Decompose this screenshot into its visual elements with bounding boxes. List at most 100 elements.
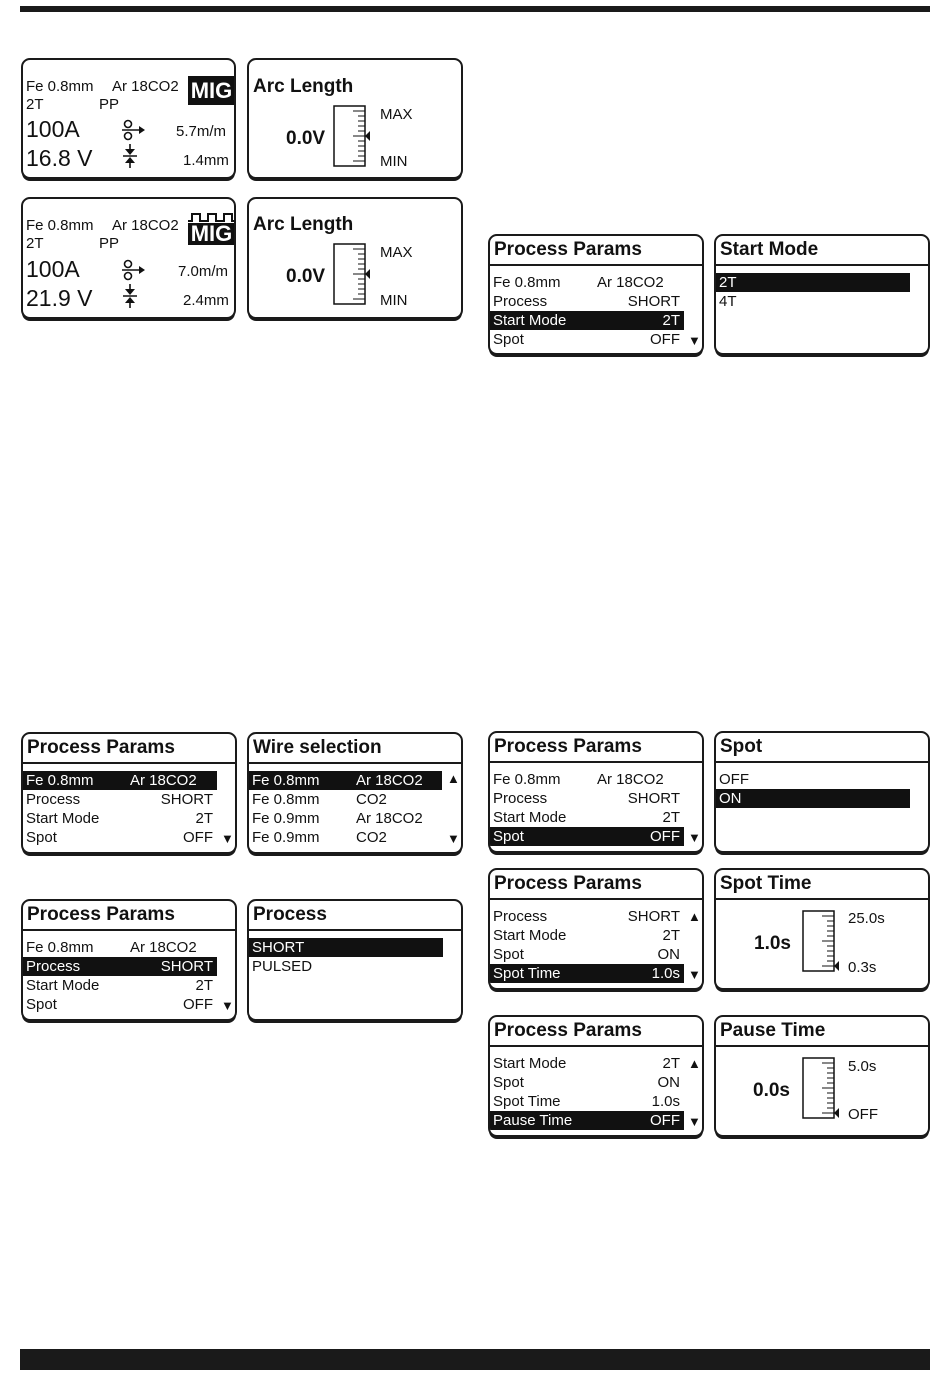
option-item[interactable]: 4T [716, 292, 910, 311]
menu-row[interactable]: Spot ON [490, 945, 684, 964]
mig-badge-text: MIG [190, 78, 233, 103]
option-item[interactable]: 2T [716, 273, 910, 292]
process-params-screen-process: Process Params Fe 0.8mm Ar 18CO2 Process SH… [21, 899, 237, 1021]
menu-row[interactable]: Pause Time OFF [490, 1111, 684, 1130]
wire-row[interactable]: Fe 0.9mm CO2 [249, 828, 442, 847]
option-item[interactable]: ON [716, 789, 910, 808]
gauge-min-label: MIN [380, 292, 408, 309]
menu-row[interactable]: Process SHORT [490, 292, 684, 311]
scroll-up-arrow-icon[interactable]: ▲ [447, 771, 460, 786]
menu-row-value: 2T [662, 809, 680, 826]
menu-row-label: Start Mode [493, 927, 567, 944]
scroll-up-arrow-icon[interactable]: ▲ [688, 1056, 701, 1071]
menu-row-value: 2T [662, 312, 680, 329]
screen-title: Process Params [490, 1017, 702, 1047]
menu-row[interactable]: Process SHORT [23, 957, 217, 976]
option-label: ON [719, 790, 742, 807]
menu-row-value: OFF [650, 1112, 680, 1129]
wire-gas: CO2 [356, 829, 387, 846]
menu-row[interactable]: Spot OFF [490, 330, 684, 349]
gauge-pointer-icon [834, 1108, 839, 1118]
menu-row[interactable]: Start Mode 2T [490, 311, 684, 330]
menu-row-value: ON [657, 1074, 681, 1091]
menu-row-label: Pause Time [493, 1112, 573, 1129]
menu-row-label: Spot [493, 946, 524, 963]
menu-row[interactable]: Start Mode 2T [490, 926, 684, 945]
torch-label: PP [99, 235, 120, 252]
menu-row-value: Ar 18CO2 [597, 771, 664, 788]
menu-row[interactable]: Fe 0.8mm Ar 18CO2 [490, 273, 684, 292]
menu-row-value: Ar 18CO2 [130, 939, 197, 956]
menu-row[interactable]: Fe 0.8mm Ar 18CO2 [23, 938, 217, 957]
scroll-up-arrow-icon[interactable]: ▲ [688, 909, 701, 924]
menu-row[interactable]: Spot Time 1.0s [490, 1092, 684, 1111]
spot-time-screen: Spot Time 1.0s 25.0s 0.3s [714, 868, 930, 990]
menu-row-value: SHORT [627, 908, 680, 925]
material-label: Fe 0.8mm [26, 78, 94, 95]
electrode-stickout-icon [123, 144, 137, 168]
wire-material: Fe 0.9mm [252, 810, 320, 827]
menu-row[interactable]: Fe 0.8mm Ar 18CO2 [490, 770, 684, 789]
wire-feed-icon [122, 119, 145, 141]
menu-row-label: Start Mode [493, 312, 567, 329]
menu-row[interactable]: Spot OFF [490, 827, 684, 846]
menu-row[interactable]: Process SHORT [490, 789, 684, 808]
gauge-pointer-icon [365, 269, 370, 279]
scroll-down-arrow-icon[interactable]: ▼ [688, 333, 701, 348]
arc-length-screen-2: Arc Length 0.0V MAX MIN [247, 197, 463, 319]
arc-length-value: 0.0V [286, 266, 326, 287]
gauge-pointer-icon [365, 131, 370, 141]
option-item[interactable]: SHORT [249, 938, 443, 957]
menu-row[interactable]: Start Mode 2T [490, 1054, 684, 1073]
option-item[interactable]: PULSED [249, 957, 443, 976]
spot-time-value: 1.0s [754, 933, 791, 954]
screen-title: Process Params [490, 733, 702, 763]
menu-row-value: SHORT [627, 790, 680, 807]
menu-row-label: Process [493, 293, 548, 310]
menu-row-value: SHORT [627, 293, 680, 310]
scroll-down-arrow-icon[interactable]: ▼ [688, 830, 701, 845]
mig-badge: MIG [188, 223, 234, 245]
menu-row[interactable]: Spot OFF [23, 828, 217, 847]
scroll-down-arrow-icon[interactable]: ▼ [688, 1114, 701, 1129]
menu-row-value: 2T [662, 927, 680, 944]
wire-gas: Ar 18CO2 [356, 772, 423, 789]
arc-length-value: 0.0V [286, 128, 326, 149]
option-label: PULSED [252, 958, 313, 975]
scroll-down-arrow-icon[interactable]: ▼ [221, 831, 234, 846]
menu-row[interactable]: Fe 0.8mm Ar 18CO2 [23, 771, 217, 790]
option-label: 4T [719, 293, 737, 310]
menu-row-value: OFF [650, 828, 680, 845]
menu-row[interactable]: Start Mode 2T [490, 808, 684, 827]
menu-row[interactable]: Start Mode 2T [23, 809, 217, 828]
menu-row[interactable]: Spot OFF [23, 995, 217, 1014]
menu-row[interactable]: Process SHORT [23, 790, 217, 809]
mig-main-screen-pulsed: Fe 0.8mm Ar 18CO2 MIG 2T PP 100A 21.9 V … [21, 197, 236, 319]
wire-row[interactable]: Fe 0.9mm Ar 18CO2 [249, 809, 442, 828]
screen-title: Spot [716, 733, 928, 763]
menu-row-label: Spot [26, 829, 57, 846]
menu-row-value: 1.0s [651, 965, 680, 982]
gauge-scale [333, 105, 370, 167]
scroll-down-arrow-icon[interactable]: ▼ [221, 998, 234, 1013]
menu-row-label: Spot [493, 828, 524, 845]
wire-row[interactable]: Fe 0.8mm Ar 18CO2 [249, 771, 442, 790]
menu-row[interactable]: Start Mode 2T [23, 976, 217, 995]
scroll-down-arrow-icon[interactable]: ▼ [447, 831, 460, 846]
process-params-screen-spot: Process Params Fe 0.8mm Ar 18CO2 Process SH… [488, 731, 704, 853]
menu-row[interactable]: Spot Time 1.0s [490, 964, 684, 983]
option-item[interactable]: OFF [716, 770, 910, 789]
screen-title: Process Params [23, 734, 235, 764]
gauge-min-label: OFF [848, 1106, 878, 1123]
scroll-down-arrow-icon[interactable]: ▼ [688, 967, 701, 982]
wire-feed-icon [122, 259, 145, 281]
gas-label: Ar 18CO2 [112, 78, 179, 95]
option-label: OFF [719, 771, 749, 788]
menu-row-value: Ar 18CO2 [130, 772, 197, 789]
menu-row[interactable]: Process SHORT [490, 907, 684, 926]
wire-speed-value: 5.7m/m [176, 123, 227, 140]
gauge-min-label: MIN [380, 153, 408, 170]
gauge-min-label: 0.3s [848, 959, 877, 976]
wire-row[interactable]: Fe 0.8mm CO2 [249, 790, 442, 809]
menu-row[interactable]: Spot ON [490, 1073, 684, 1092]
